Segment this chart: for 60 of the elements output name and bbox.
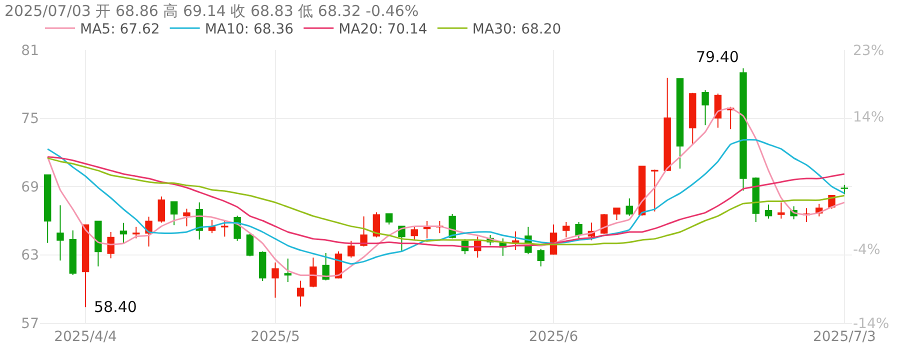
candlestick — [752, 176, 760, 222]
candlestick — [714, 93, 722, 128]
x-tick-label: 2025/5 — [250, 328, 300, 345]
candlestick — [132, 226, 140, 239]
y-tick-label: 75 — [21, 111, 39, 128]
candlestick — [702, 90, 709, 126]
y-tick-label: 63 — [21, 248, 39, 264]
candlestick — [651, 169, 658, 212]
candlestick — [740, 68, 747, 192]
candlestick — [284, 258, 292, 283]
legend-label: MA5: 67.62 — [80, 22, 160, 38]
candlestick — [423, 220, 431, 239]
candlestick — [676, 78, 684, 170]
legend-label: MA10: 68.36 — [204, 22, 294, 38]
y2-tick-label: -4% — [853, 242, 880, 258]
candlestick — [221, 220, 228, 238]
y-tick-label: 57 — [21, 316, 39, 332]
candlestick — [296, 280, 304, 308]
annotation: 58.40 — [94, 298, 137, 316]
y-tick-label: 69 — [21, 179, 39, 196]
candlestick — [82, 224, 90, 308]
candlestick — [170, 201, 178, 226]
candlestick — [562, 221, 570, 238]
y2-tick-label: 14% — [853, 109, 884, 126]
y-tick-label: 81 — [21, 42, 39, 59]
y2-tick-label: 23% — [853, 42, 884, 59]
annotation: 79.40 — [696, 48, 739, 66]
candlestick — [575, 221, 582, 239]
line-series — [46, 138, 846, 265]
candlestick — [348, 240, 355, 258]
candlestick — [613, 207, 620, 220]
candlestick — [778, 202, 785, 220]
candlestick — [259, 250, 266, 282]
line-series — [46, 107, 846, 278]
candlestick — [385, 212, 393, 225]
candlestick — [107, 232, 114, 259]
candlestick — [840, 184, 848, 195]
candlestick — [664, 77, 671, 172]
candlestick — [183, 208, 190, 227]
candlestick — [372, 212, 380, 238]
legend-label: MA20: 70.14 — [338, 22, 428, 38]
candlestick — [120, 222, 128, 244]
x-tick-label: 2025/6 — [528, 328, 578, 345]
legend-label: MA30: 68.20 — [472, 22, 562, 38]
candlestick — [208, 219, 216, 234]
chart-title: 2025/07/03 开 68.86 高 69.14 收 68.83 低 68.32 -0.46% — [4, 2, 419, 20]
candlestick — [158, 196, 166, 224]
candlestick — [56, 204, 64, 261]
candlestick — [94, 220, 102, 267]
candlestick — [246, 233, 254, 257]
candlestick — [272, 262, 279, 298]
candlestick — [44, 174, 52, 244]
candlestick — [310, 257, 317, 288]
candlestick — [69, 230, 76, 276]
candlestick — [626, 198, 633, 216]
candlestick — [689, 92, 696, 145]
x-tick-label: 2025/4/4 — [54, 328, 118, 345]
candlestick — [764, 204, 772, 220]
candlestick — [410, 226, 418, 240]
candlestick — [537, 248, 544, 267]
